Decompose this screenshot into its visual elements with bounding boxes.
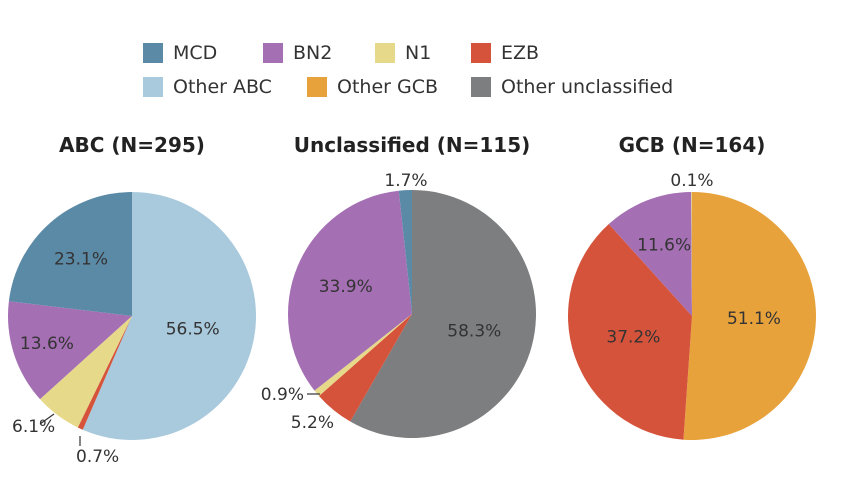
slice-label-mcd: 1.7% [384, 171, 427, 191]
legend-item-bn2: BN2 [263, 42, 332, 64]
leader-line-n1 [39, 413, 55, 425]
slice-n1 [40, 316, 133, 428]
slice-n1 [691, 192, 692, 316]
slice-label-other-gcb: 51.1% [727, 309, 781, 329]
slice-bn2 [7, 301, 133, 400]
slice-label-other-unclassified: 58.3% [447, 322, 501, 342]
legend-swatch-other-gcb [307, 77, 327, 97]
slice-label-mcd: 23.1% [54, 249, 108, 269]
slice-ezb [77, 316, 132, 430]
legend-label-other-unclassified: Other unclassified [501, 76, 674, 98]
chart-title-abc: ABC (N=295) [59, 133, 205, 157]
slice-ezb [318, 314, 412, 422]
legend-label-bn2: BN2 [293, 42, 333, 64]
legend: MCD BN2 N1 EZB Other ABC Other GCB Other… [143, 42, 703, 104]
legend-swatch-other-abc [143, 77, 163, 97]
chart-title-gcb: GCB (N=164) [619, 133, 766, 157]
legend-item-other-gcb: Other GCB [307, 76, 438, 98]
slice-mcd [8, 192, 133, 316]
legend-label-other-abc: Other ABC [173, 76, 272, 98]
pie-unclassified: 58.3% 5.2% 0.9% 33.9% 1.7% [261, 171, 537, 439]
slice-label-n1: 0.9% [261, 385, 304, 405]
legend-item-mcd: MCD [143, 42, 217, 64]
slice-bn2 [288, 190, 412, 391]
slice-other-abc [82, 192, 256, 440]
slice-label-bn2: 13.6% [20, 334, 74, 354]
legend-item-n1: N1 [375, 42, 431, 64]
legend-item-other-unclassified: Other unclassified [471, 76, 673, 98]
slice-label-ezb: 5.2% [291, 413, 334, 433]
pie-gcb: 51.1% 37.2% 11.6% 0.1% [567, 171, 816, 440]
legend-swatch-ezb [471, 43, 491, 63]
slice-bn2 [608, 192, 692, 316]
legend-label-other-gcb: Other GCB [337, 76, 439, 98]
slice-label-n1: 0.1% [670, 171, 713, 191]
slice-n1 [314, 314, 412, 397]
slice-label-bn2: 33.9% [319, 277, 373, 297]
legend-swatch-n1 [375, 43, 395, 63]
legend-label-mcd: MCD [173, 42, 218, 64]
slice-other-gcb [683, 192, 816, 440]
legend-swatch-mcd [143, 43, 163, 63]
legend-label-ezb: EZB [501, 42, 540, 64]
slice-label-ezb: 37.2% [606, 327, 660, 347]
slice-mcd [398, 190, 412, 314]
legend-swatch-bn2 [263, 43, 283, 63]
legend-label-n1: N1 [405, 42, 432, 64]
slice-label-other-abc: 56.5% [166, 320, 220, 340]
slice-label-ezb: 0.7% [76, 447, 119, 467]
legend-swatch-other-unclassified [471, 77, 491, 97]
legend-item-other-abc: Other ABC [143, 76, 272, 98]
slice-label-bn2: 11.6% [637, 235, 691, 255]
pie-abc: 56.5% 0.7% 6.1% 13.6% 23.1% [7, 192, 256, 467]
slice-label-n1: 6.1% [12, 417, 55, 437]
slice-ezb [567, 224, 692, 440]
slice-other-unclassified [350, 190, 537, 439]
legend-item-ezb: EZB [471, 42, 539, 64]
chart-title-unclassified: Unclassified (N=115) [294, 133, 531, 157]
